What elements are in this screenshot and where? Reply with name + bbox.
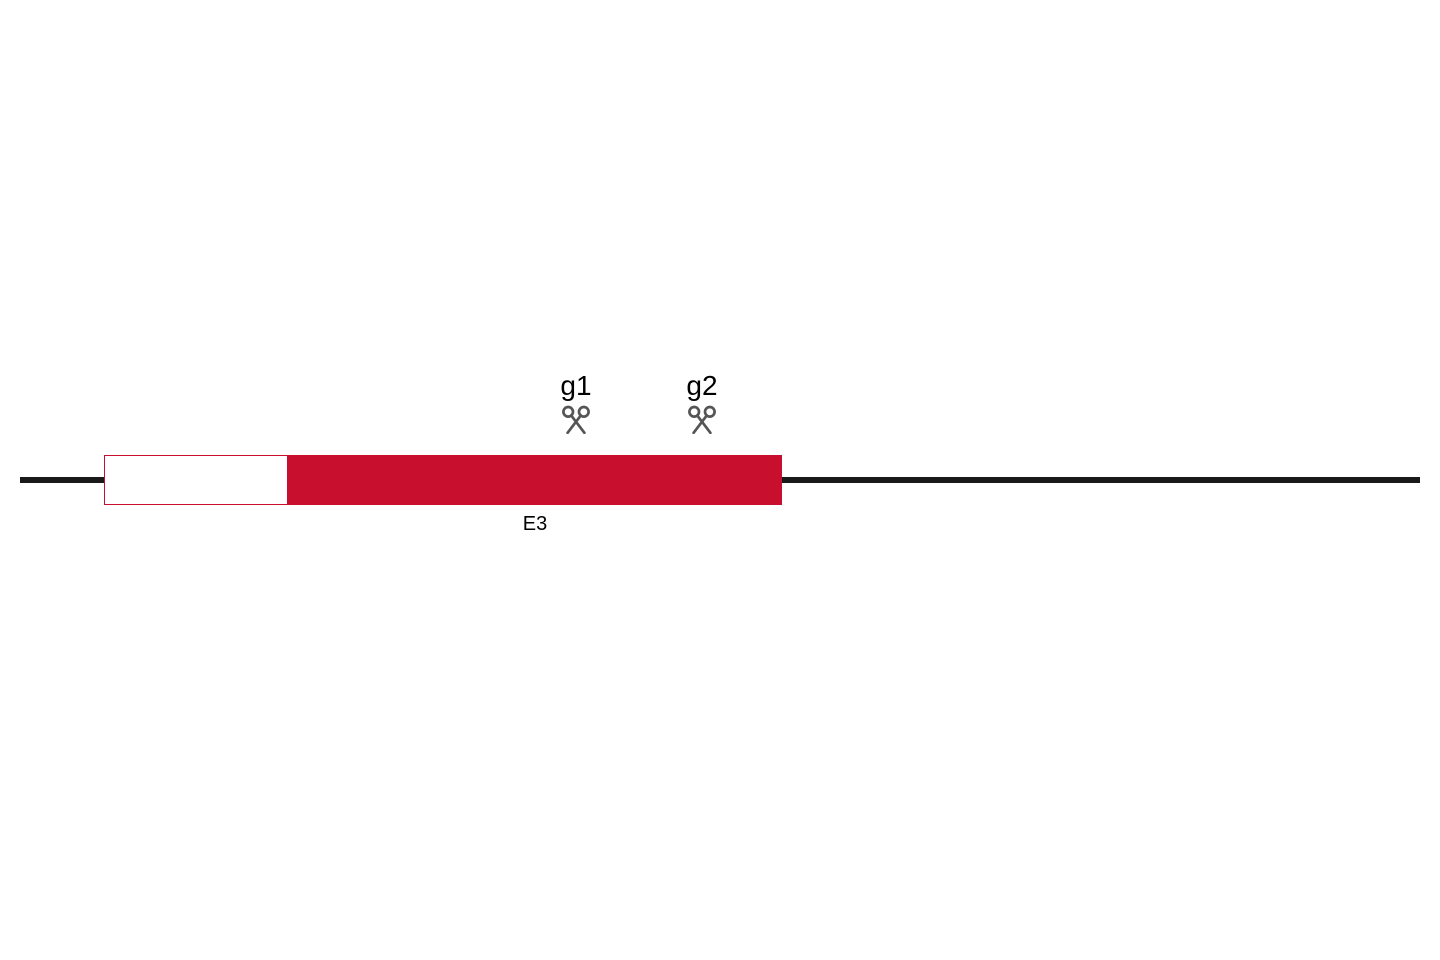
guide-scissors-g1 [561,404,591,434]
scissors-icon [561,404,591,434]
guide-label-g1: g1 [560,370,591,402]
utr-box [104,455,288,505]
scissors-icon [687,404,717,434]
exon-label: E3 [523,513,547,536]
guide-label-g2: g2 [686,370,717,402]
exon-box [288,455,782,505]
guide-scissors-g2 [687,404,717,434]
